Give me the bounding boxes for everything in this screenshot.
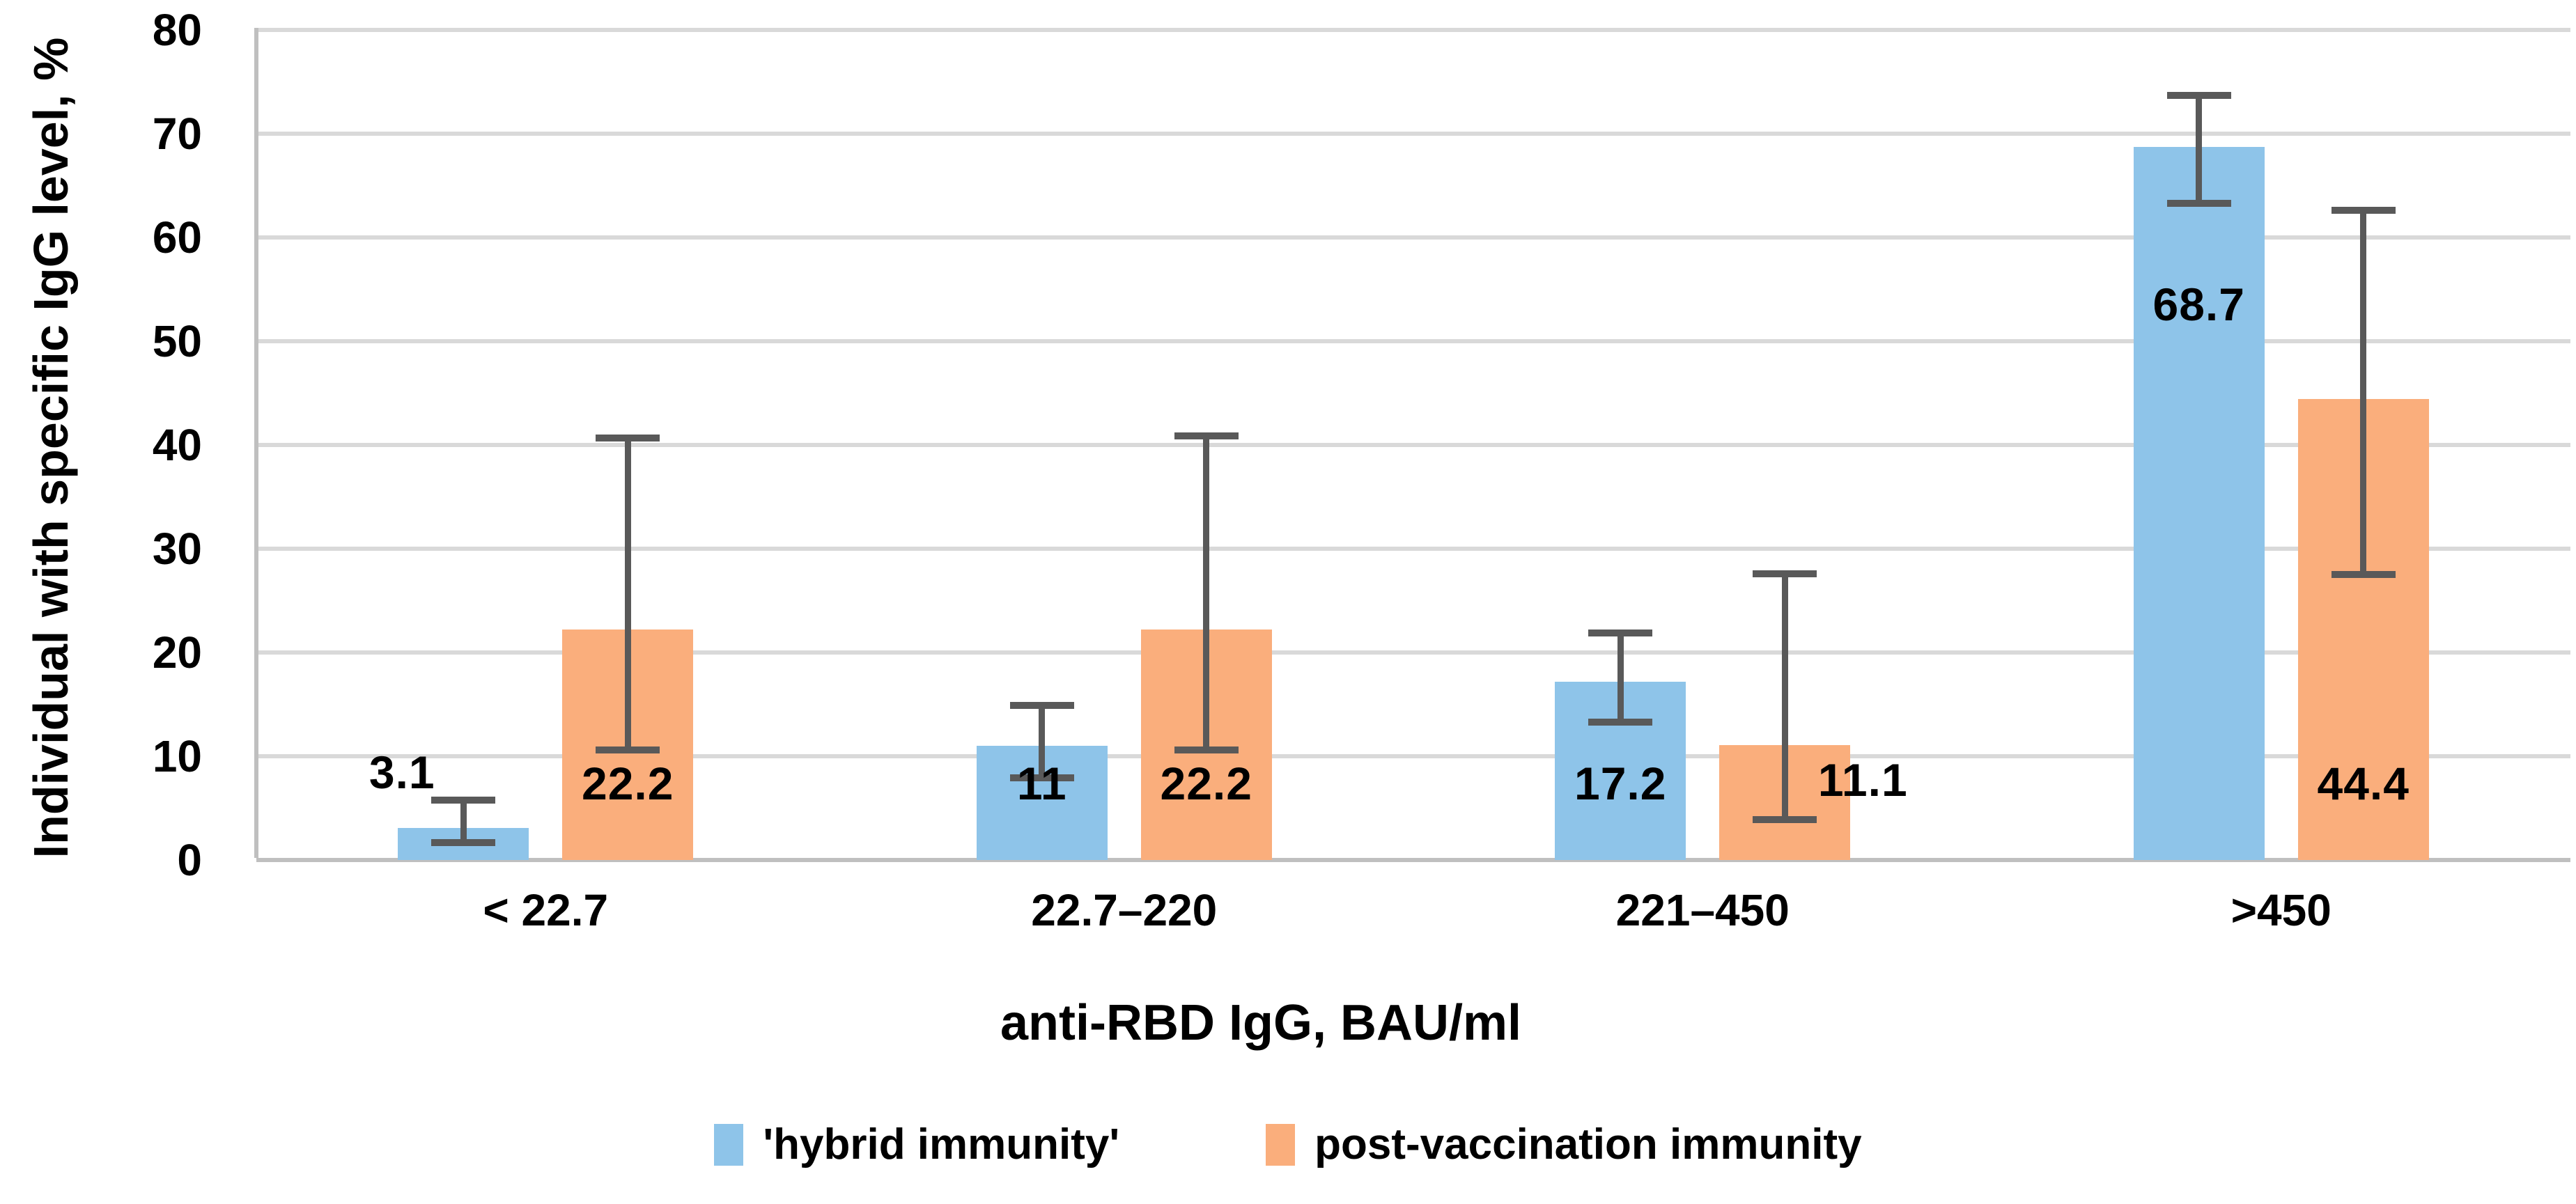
data-label: 17.2 bbox=[1574, 758, 1667, 809]
bar-series0-cat3 bbox=[2133, 147, 2265, 860]
legend-label: 'hybrid immunity' bbox=[763, 1120, 1120, 1168]
y-tick-label: 70 bbox=[152, 109, 202, 159]
y-tick-label: 20 bbox=[152, 627, 202, 678]
y-tick-label: 60 bbox=[152, 212, 202, 263]
legend-label: post-vaccination immunity bbox=[1314, 1120, 1862, 1168]
gridline-80 bbox=[256, 28, 2570, 32]
legend-swatch-icon bbox=[714, 1123, 744, 1166]
gridline-70 bbox=[256, 132, 2570, 136]
error-bar-whisker-s0-c0 bbox=[460, 799, 467, 843]
error-bar-upper-cap-s0-c1 bbox=[1009, 701, 1074, 709]
gridline-20 bbox=[256, 650, 2570, 655]
legend-item-0: 'hybrid immunity' bbox=[714, 1120, 1119, 1169]
error-bar-upper-cap-s1-c1 bbox=[1174, 432, 1239, 439]
x-axis-title: anti-RBD IgG, BAU/ml bbox=[1000, 995, 1521, 1051]
x-category-label: >450 bbox=[2230, 885, 2331, 935]
legend: 'hybrid immunity' post-vaccination immuni… bbox=[0, 1120, 2576, 1169]
y-tick-label: 40 bbox=[152, 420, 202, 470]
error-bar-upper-cap-s1-c0 bbox=[596, 434, 660, 441]
data-label: 3.1 bbox=[368, 746, 435, 798]
y-axis-line bbox=[254, 28, 258, 858]
error-bar-whisker-s1-c2 bbox=[1781, 573, 1788, 820]
error-bar-lower-cap-s1-c0 bbox=[596, 746, 660, 754]
error-bar-upper-cap-s0-c0 bbox=[431, 796, 496, 804]
error-bar-upper-cap-s0-c3 bbox=[2166, 91, 2231, 99]
error-bar-lower-cap-s1-c3 bbox=[2331, 571, 2396, 579]
error-bar-whisker-s0-c1 bbox=[1039, 705, 1046, 779]
gridline-60 bbox=[256, 235, 2570, 240]
data-label: 68.7 bbox=[2152, 278, 2245, 330]
error-bar-whisker-s0-c3 bbox=[2196, 95, 2203, 203]
error-bar-lower-cap-s0-c0 bbox=[431, 838, 496, 846]
error-bar-upper-cap-s0-c2 bbox=[1588, 629, 1653, 636]
data-label: 11.1 bbox=[1817, 754, 1908, 806]
x-axis-line bbox=[256, 858, 2570, 862]
data-label: 22.2 bbox=[582, 758, 674, 809]
y-tick-label: 0 bbox=[177, 835, 202, 885]
gridline-10 bbox=[256, 754, 2570, 758]
y-tick-label: 30 bbox=[152, 524, 202, 574]
y-tick-label: 10 bbox=[152, 731, 202, 781]
error-bar-lower-cap-s0-c1 bbox=[1009, 774, 1074, 782]
legend-item-1: post-vaccination immunity bbox=[1266, 1120, 1862, 1169]
error-bar-lower-cap-s0-c3 bbox=[2166, 199, 2231, 207]
data-label: 44.4 bbox=[2317, 758, 2410, 809]
error-bar-upper-cap-s1-c2 bbox=[1753, 570, 1817, 577]
error-bar-upper-cap-s1-c3 bbox=[2331, 207, 2396, 214]
error-bar-lower-cap-s0-c2 bbox=[1588, 718, 1653, 726]
error-bar-whisker-s1-c3 bbox=[2360, 210, 2367, 575]
gridline-50 bbox=[256, 339, 2570, 343]
gridline-40 bbox=[256, 443, 2570, 447]
error-bar-whisker-s1-c0 bbox=[624, 437, 631, 751]
error-bar-whisker-s1-c1 bbox=[1203, 435, 1210, 751]
data-label: 11 bbox=[1016, 758, 1067, 809]
error-bar-whisker-s0-c2 bbox=[1617, 632, 1624, 722]
data-label: 22.2 bbox=[1160, 758, 1252, 809]
gridline-30 bbox=[256, 547, 2570, 551]
error-bar-lower-cap-s1-c2 bbox=[1753, 815, 1817, 823]
x-category-label: < 22.7 bbox=[483, 885, 609, 935]
error-bar-lower-cap-s1-c1 bbox=[1174, 746, 1239, 754]
x-category-label: 221–450 bbox=[1615, 885, 1790, 935]
y-tick-label: 80 bbox=[152, 5, 202, 55]
y-tick-label: 50 bbox=[152, 316, 202, 366]
x-category-label: 22.7–220 bbox=[1031, 885, 1218, 935]
legend-swatch-icon bbox=[1266, 1123, 1296, 1166]
